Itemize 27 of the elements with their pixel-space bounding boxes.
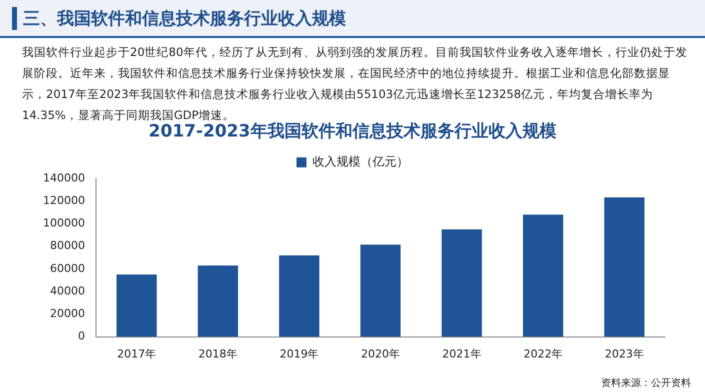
y-tick-label: 0 (78, 330, 85, 343)
bar (360, 244, 401, 337)
y-tick-label: 120000 (42, 194, 85, 207)
y-tick-label: 20000 (50, 307, 85, 320)
y-tick-label: 80000 (50, 239, 85, 252)
bar (522, 214, 564, 337)
bar (116, 274, 157, 337)
x-tick-label: 2017年 (117, 347, 156, 360)
text: 三、我国软件和信息技术服务行业收入规模 (12, 7, 346, 30)
bar (442, 229, 482, 337)
x-tick-label: 2022年 (524, 347, 563, 360)
x-tick-label: 2020年 (360, 347, 400, 360)
y-tick-label: 140000 (42, 171, 85, 184)
y-tick-label: 40000 (50, 284, 85, 298)
bar (279, 255, 320, 337)
y-tick-label: 60000 (50, 262, 85, 275)
x-tick-label: 2018年 (198, 347, 238, 360)
x-tick-label: 2023年 (604, 347, 644, 360)
y-tick-label: 100000 (42, 216, 85, 230)
legend-label: 收入规模（亿元） (312, 154, 408, 169)
bar (198, 266, 238, 337)
text: 我国软件行业起步于20世纪80年代，经历了从无到有、从弱到强的发展历程。目前我国软件业务收入逐年增长，行业仍处于发展阶段。近年来，我国软件和信息技术服务行业保持较快发展，在国民经济中的地位持续提升。根据工业和信息化部数据显示，2017年至2023年我国软件和信息技术服务行业收入规模由55103亿元迅速增长至123258亿元，年均复合增长率为14.35%，显著高于同期我国GDP增速。 (22, 44, 688, 122)
x-tick-label: 2021年 (442, 347, 482, 360)
text: 资料来源：公开资料 (601, 376, 691, 390)
bar (604, 197, 644, 337)
chart-title: 2017-2023年我国软件和信息技术服务行业收入规模 (148, 122, 556, 142)
x-tick-label: 2019年 (280, 347, 319, 360)
